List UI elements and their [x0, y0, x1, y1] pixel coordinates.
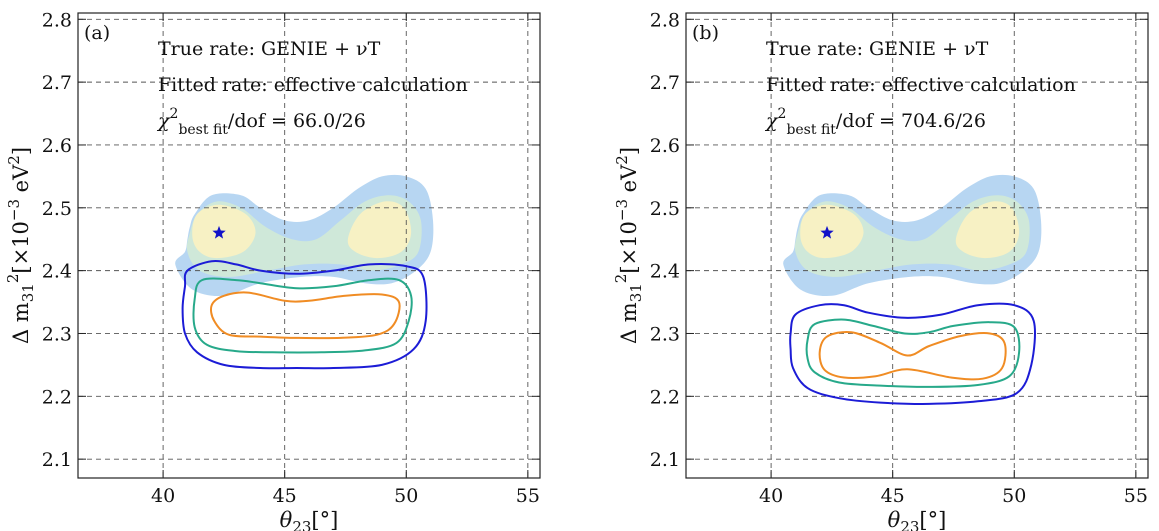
x-axis-title: θ23[°]	[888, 508, 947, 531]
axis-ticks: 40 45 50 55 2.1 2.2 2.3 2.4 2.5 2.6 2.7 2.8	[42, 9, 540, 507]
y-tick-label: 2.8	[42, 9, 72, 31]
y-axis-symbol: Δ m	[9, 302, 33, 344]
y-axis-title: Δ m312[×10−3 eV2]	[612, 147, 645, 344]
y-tick-label: 2.1	[650, 449, 680, 471]
y-axis-unit: [×10	[9, 221, 33, 274]
y-tick-label: 2.5	[42, 198, 72, 220]
grid-lines	[686, 13, 1148, 478]
y-axis-sub: 31	[19, 283, 37, 302]
x-tick-label: 40	[759, 485, 783, 507]
x-axis-unit: [°]	[311, 508, 338, 531]
y-axis-title: Δ m312[×10−3 eV2]	[4, 147, 37, 344]
y-axis-sup: 2	[612, 274, 630, 284]
y-axis-exp2: 2	[613, 155, 631, 165]
y-tick-label: 2.6	[650, 135, 680, 157]
y-tick-label: 2.6	[42, 135, 72, 157]
panel-label: (b)	[692, 22, 719, 44]
y-tick-label: 2.2	[42, 386, 72, 408]
y-tick-label: 2.1	[42, 449, 72, 471]
y-axis-sup: 2	[4, 274, 22, 284]
y-axis-unit2: eV	[9, 164, 33, 199]
panel-a: 40 45 50 55 2.1 2.2 2.3 2.4 2.5 2.6 2.7 2.8 (a) Tru…	[4, 9, 541, 531]
chi-sup: 2	[170, 106, 179, 122]
x-axis-symbol: θ	[280, 508, 293, 531]
fit-contour-3σ	[789, 302, 1036, 405]
y-axis-close: ]	[9, 147, 33, 155]
x-tick-label: 40	[151, 485, 175, 507]
chi-value: /dof = 66.0/26	[228, 110, 366, 132]
fit-contour-1σ	[818, 330, 1007, 381]
fit-contour-1σ	[210, 291, 401, 340]
y-tick-label: 2.4	[42, 261, 72, 283]
fit-contour-2σ	[805, 318, 1021, 388]
y-axis-sub: 31	[627, 283, 645, 302]
annotation-fitted-rate: Fitted rate: effective calculation	[158, 74, 468, 96]
plot-frame	[685, 12, 1149, 479]
annotation-chi2: χ2best fit/dof = 704.6/26	[764, 106, 986, 138]
best-fit-marker	[820, 225, 834, 239]
true-region-inner-right	[955, 201, 1020, 259]
x-tick-label: 50	[1002, 485, 1026, 507]
chi-sub: best fit	[178, 122, 228, 138]
true-regions	[783, 174, 1042, 297]
x-axis-symbol: θ	[888, 508, 901, 531]
y-tick-label: 2.7	[42, 72, 72, 94]
x-axis-title: θ23[°]	[280, 508, 339, 531]
annotation-chi2: χ2best fit/dof = 66.0/26	[156, 106, 366, 138]
fit-contour-3σ	[181, 259, 428, 370]
best-fit-marker	[212, 225, 226, 239]
chi-symbol: χ	[764, 110, 779, 132]
fit-contour-2σ	[192, 277, 413, 354]
y-axis-exp2: 2	[5, 155, 23, 165]
chi-symbol: χ	[156, 110, 171, 132]
x-tick-label: 45	[881, 485, 905, 507]
y-axis-exp: −3	[613, 199, 631, 221]
y-tick-label: 2.2	[650, 386, 680, 408]
fit-contours	[789, 302, 1036, 405]
panel-b: 40 45 50 55 2.1 2.2 2.3 2.4 2.5 2.6 2.7 2.8 (b) Tru…	[612, 9, 1149, 531]
axis-ticks: 40 45 50 55 2.1 2.2 2.3 2.4 2.5 2.6 2.7 2.8	[650, 9, 1148, 507]
best-fit-star	[820, 225, 834, 239]
y-axis-unit: [×10	[617, 221, 641, 274]
fit-contours	[181, 259, 428, 370]
x-axis-sub: 23	[292, 518, 311, 531]
annotation-true-rate: True rate: GENIE + νT	[158, 38, 381, 60]
x-axis-unit: [°]	[919, 508, 946, 531]
x-tick-label: 50	[394, 485, 418, 507]
true-region-inner-right	[347, 201, 412, 259]
y-axis-symbol: Δ m	[617, 302, 641, 344]
y-tick-label: 2.7	[650, 72, 680, 94]
y-tick-label: 2.8	[650, 9, 680, 31]
x-tick-label: 55	[1124, 485, 1148, 507]
best-fit-star	[212, 225, 226, 239]
x-tick-label: 45	[273, 485, 297, 507]
chi-sub: best fit	[786, 122, 836, 138]
y-axis-unit2: eV	[617, 164, 641, 199]
y-tick-label: 2.4	[650, 261, 680, 283]
y-tick-label: 2.3	[42, 323, 72, 345]
chi-value: /dof = 704.6/26	[836, 110, 986, 132]
annotation-true-rate: True rate: GENIE + νT	[766, 38, 989, 60]
plot-frame	[77, 12, 541, 479]
x-axis-sub: 23	[900, 518, 919, 531]
y-axis-exp: −3	[5, 199, 23, 221]
y-axis-close: ]	[617, 147, 641, 155]
chi-sup: 2	[778, 106, 787, 122]
panel-label: (a)	[84, 22, 110, 44]
annotation-fitted-rate: Fitted rate: effective calculation	[766, 74, 1076, 96]
grid-lines	[78, 13, 540, 478]
y-tick-label: 2.5	[650, 198, 680, 220]
y-tick-label: 2.3	[650, 323, 680, 345]
x-tick-label: 55	[516, 485, 540, 507]
